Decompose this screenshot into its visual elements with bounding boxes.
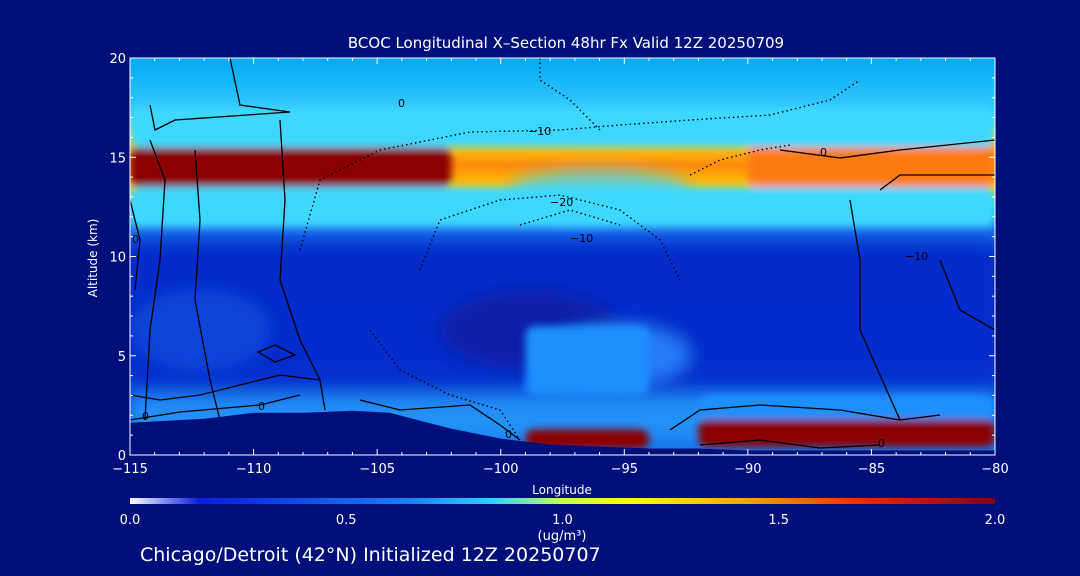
x-tick-label: −115 [112,462,148,477]
colorbar: 0.0 0.5 1.0 1.5 2.0 (ug/m³) [120,498,1006,544]
contour-line [879,174,995,191]
contour-line [359,399,521,441]
contour-line [130,394,301,421]
contour-label: 0 [820,146,827,159]
y-axis: 0 5 10 15 20 [109,52,995,464]
y-tick-label: 5 [118,350,126,365]
contour-line [130,374,321,401]
contour-line [699,439,881,449]
x-tick-label: −90 [734,462,761,477]
y-axis-label: Altitude (km) [86,219,100,298]
bcoc-region [130,147,452,188]
x-tick-label: −95 [611,462,638,477]
contour-line [279,119,326,411]
colorbar-tick-label: 0.5 [336,513,357,528]
bcoc-region [698,395,995,420]
plot-area [130,58,995,455]
contour-line-dashed [419,194,681,281]
contour-label: −10 [905,250,928,263]
footer-caption: Chicago/Detroit (42°N) Initialized 12Z 2… [140,544,601,566]
colorbar-tick-label: 2.0 [985,513,1006,528]
contour-line [939,259,995,331]
colorbar-unit-label: (ug/m³) [538,529,587,544]
contour-label: 0 [878,437,885,450]
contour-label: 0 [505,428,512,441]
x-axis: −115 −110 −105 −100 −95 −90 −85 −80 [112,58,1009,477]
y-tick-label: 10 [109,251,126,266]
contour-label: 0 [132,233,139,246]
colorbar-tick-label: 0.0 [120,513,141,528]
contour-line-dashed [299,79,861,251]
x-tick-label: −80 [981,462,1008,477]
x-tick-label: −100 [483,462,519,477]
colorbar-tick-label: 1.5 [768,513,789,528]
contour-label: −10 [570,232,593,245]
x-tick-label: −110 [236,462,272,477]
contour-label: 0 [398,97,405,110]
x-axis-label: Longitude [532,483,592,497]
contour-line [779,139,995,159]
contour-line [669,404,941,431]
bcoc-region [698,419,995,448]
contour-line [130,199,141,291]
bcoc-region [525,325,649,396]
x-tick-label: −85 [858,462,885,477]
y-tick-label: 20 [109,52,126,67]
bcoc-region [525,429,649,450]
y-tick-label: 15 [109,151,126,166]
contour-label: 0 [258,400,265,413]
y-tick-label: 0 [118,449,126,464]
terrain-mask [130,410,995,455]
contour-line [256,344,297,363]
contour-line [194,149,221,421]
contour-line [849,199,901,421]
x-tick-label: −105 [359,462,395,477]
bcoc-region [130,187,995,227]
contour-line [149,58,291,131]
contour-label: −20 [550,196,573,209]
chart-title: BCOC Longitudinal X–Section 48hr Fx Vali… [348,34,784,52]
contour-label: 0 [142,410,149,423]
bcoc-region [747,141,995,188]
contour-line-dashed [689,144,791,176]
contour-line [144,139,166,421]
bcoc-region [130,107,995,148]
colorbar-gradient [130,498,995,504]
contour-label: −10 [528,125,551,138]
colorbar-tick-label: 1.0 [552,513,573,528]
